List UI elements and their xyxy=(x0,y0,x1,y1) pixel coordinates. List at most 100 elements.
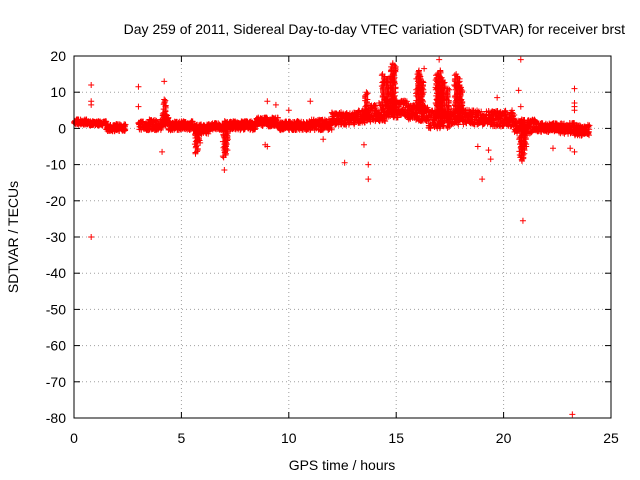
outlier-point xyxy=(494,94,501,101)
data-point xyxy=(460,121,467,128)
data-point xyxy=(446,86,453,93)
y-tick-label: 0 xyxy=(58,120,66,136)
outlier-point xyxy=(159,148,166,155)
outlier-point xyxy=(88,98,95,105)
data-point xyxy=(382,118,389,125)
data-point xyxy=(372,105,379,112)
outlier-point xyxy=(515,87,522,94)
data-point xyxy=(328,126,335,133)
outlier-point xyxy=(485,147,492,154)
outlier-point xyxy=(571,148,578,155)
y-tick-label: -70 xyxy=(46,374,66,390)
data-point xyxy=(161,96,168,103)
y-tick-label: -80 xyxy=(46,410,66,426)
data-point xyxy=(403,98,410,105)
outlier-point xyxy=(421,65,428,72)
data-point xyxy=(162,97,169,104)
outlier-point xyxy=(135,83,142,90)
data-point xyxy=(379,71,386,78)
outlier-point xyxy=(517,103,524,110)
outlier-point xyxy=(161,78,168,85)
outlier-point xyxy=(307,98,314,105)
data-point xyxy=(453,71,460,78)
data-point xyxy=(438,74,445,81)
data-point xyxy=(122,121,129,128)
data-point xyxy=(416,67,422,74)
outlier-point xyxy=(365,176,372,183)
y-tick-label: -50 xyxy=(46,301,66,317)
outlier-point xyxy=(264,143,271,150)
outlier-point xyxy=(571,85,578,92)
outlier-point xyxy=(517,56,524,63)
outlier-point xyxy=(569,411,576,418)
data-point xyxy=(444,85,451,92)
y-tick-label: -30 xyxy=(46,229,66,245)
data-point xyxy=(456,81,463,88)
x-tick-label: 10 xyxy=(281,430,297,446)
data-point xyxy=(378,72,385,79)
x-axis-label: GPS time / hours xyxy=(289,457,396,473)
outlier-point xyxy=(451,81,458,88)
data-point xyxy=(222,125,229,132)
outlier-point xyxy=(519,217,526,224)
outlier-point xyxy=(88,234,95,240)
data-point xyxy=(363,89,370,96)
data-point xyxy=(197,121,204,128)
y-tick-label: -10 xyxy=(46,157,66,173)
data-point xyxy=(443,89,450,96)
y-tick-label: 10 xyxy=(50,84,66,100)
x-tick-label: 15 xyxy=(388,430,404,446)
data-point xyxy=(189,118,196,125)
outlier-point xyxy=(88,81,95,88)
data-point xyxy=(419,78,426,85)
data-points xyxy=(71,56,593,418)
outlier-point xyxy=(436,56,443,63)
y-tick-label: 20 xyxy=(50,48,66,64)
data-point xyxy=(437,67,444,74)
x-tick-label: 0 xyxy=(70,430,78,446)
outlier-point xyxy=(567,145,574,152)
outlier-point xyxy=(474,143,481,150)
data-point xyxy=(389,60,396,67)
outlier-point xyxy=(376,100,383,107)
outlier-point xyxy=(264,98,271,105)
data-point xyxy=(586,122,593,129)
outlier-point xyxy=(365,161,372,168)
outlier-point xyxy=(479,176,486,183)
x-tick-label: 5 xyxy=(178,430,186,446)
outlier-point xyxy=(221,167,228,174)
data-point xyxy=(511,112,518,119)
data-point xyxy=(439,78,446,85)
axis-ticks: 0 5 10 15 20 25 20 10 0 -10 -20 -30 -40 -50 -60 -70 -80 xyxy=(46,48,619,446)
outlier-point xyxy=(487,156,494,163)
grid xyxy=(74,56,611,418)
outlier-point xyxy=(341,159,348,166)
y-axis-label: SDTVAR / TECUs xyxy=(5,181,21,293)
outlier-point xyxy=(550,145,557,152)
y-tick-label: -60 xyxy=(46,338,66,354)
data-point xyxy=(263,114,270,121)
data-point xyxy=(420,79,427,86)
y-tick-label: -40 xyxy=(46,265,66,281)
x-tick-label: 25 xyxy=(603,430,619,446)
y-tick-label: -20 xyxy=(46,193,66,209)
outlier-point xyxy=(320,136,327,143)
data-point xyxy=(478,108,485,115)
data-point xyxy=(520,121,527,128)
outlier-point xyxy=(360,141,367,148)
outlier-point xyxy=(135,103,142,110)
data-point xyxy=(509,107,516,114)
chart-title: Day 259 of 2011, Sidereal Day-to-day VTE… xyxy=(124,21,625,37)
data-point xyxy=(274,114,281,121)
data-point xyxy=(103,118,110,125)
outlier-point xyxy=(584,130,591,137)
x-tick-label: 20 xyxy=(496,430,512,446)
outlier-point xyxy=(285,107,292,114)
data-point xyxy=(219,153,226,160)
outlier-point xyxy=(571,107,578,114)
outlier-point xyxy=(382,100,389,107)
data-point xyxy=(364,90,371,97)
outlier-point xyxy=(272,101,279,108)
data-point xyxy=(454,74,461,81)
